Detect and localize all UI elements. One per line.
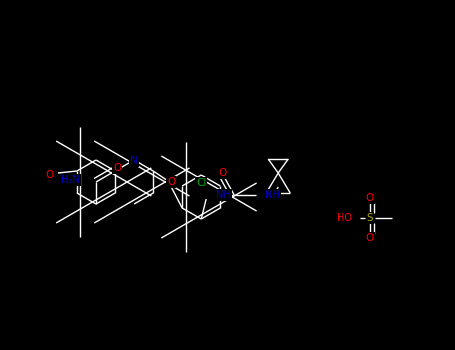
- Text: NH: NH: [265, 190, 280, 200]
- Text: NH: NH: [216, 190, 231, 200]
- Text: O: O: [113, 163, 121, 173]
- Text: O: O: [366, 193, 374, 203]
- Text: N: N: [130, 156, 138, 166]
- Text: HO: HO: [337, 213, 352, 223]
- Text: O: O: [366, 233, 374, 243]
- Text: O: O: [167, 177, 175, 187]
- Text: O: O: [218, 168, 226, 178]
- Text: S: S: [367, 213, 373, 223]
- Text: O: O: [46, 170, 54, 180]
- Text: Cl: Cl: [196, 178, 207, 188]
- Text: H₂N: H₂N: [61, 175, 80, 185]
